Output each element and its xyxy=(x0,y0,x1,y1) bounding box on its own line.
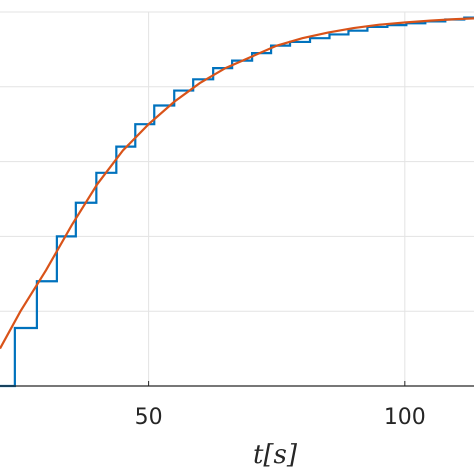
axes: 50 100 xyxy=(0,381,474,430)
x-axis-label: t[s] xyxy=(253,440,298,470)
plot-area xyxy=(0,16,474,388)
x-tick-label: 50 xyxy=(135,405,163,430)
x-tick-label: 100 xyxy=(384,405,426,430)
line xyxy=(0,17,474,350)
